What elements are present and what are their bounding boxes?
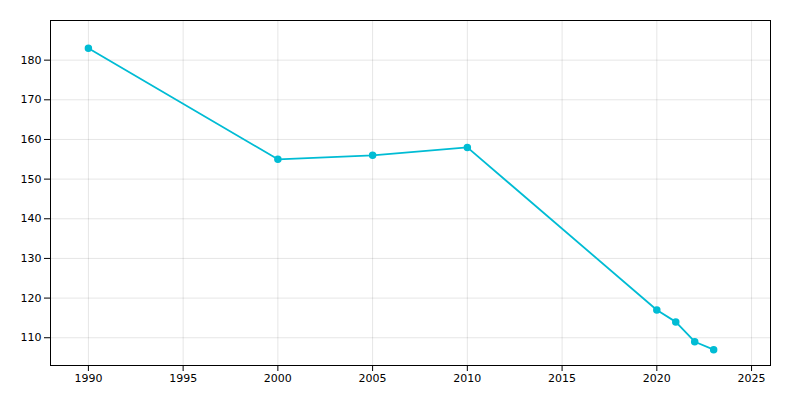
- svg-text:2005: 2005: [359, 372, 387, 385]
- svg-text:2015: 2015: [548, 372, 576, 385]
- svg-text:1995: 1995: [169, 372, 197, 385]
- svg-text:2000: 2000: [264, 372, 292, 385]
- svg-text:170: 170: [21, 93, 42, 106]
- svg-text:2010: 2010: [453, 372, 481, 385]
- svg-text:2020: 2020: [643, 372, 671, 385]
- svg-text:160: 160: [21, 133, 42, 146]
- svg-text:150: 150: [21, 173, 42, 186]
- svg-text:1990: 1990: [74, 372, 102, 385]
- svg-text:120: 120: [21, 292, 42, 305]
- svg-text:180: 180: [21, 54, 42, 67]
- svg-text:110: 110: [21, 331, 42, 344]
- svg-text:2025: 2025: [738, 372, 766, 385]
- svg-text:140: 140: [21, 212, 42, 225]
- svg-text:130: 130: [21, 252, 42, 265]
